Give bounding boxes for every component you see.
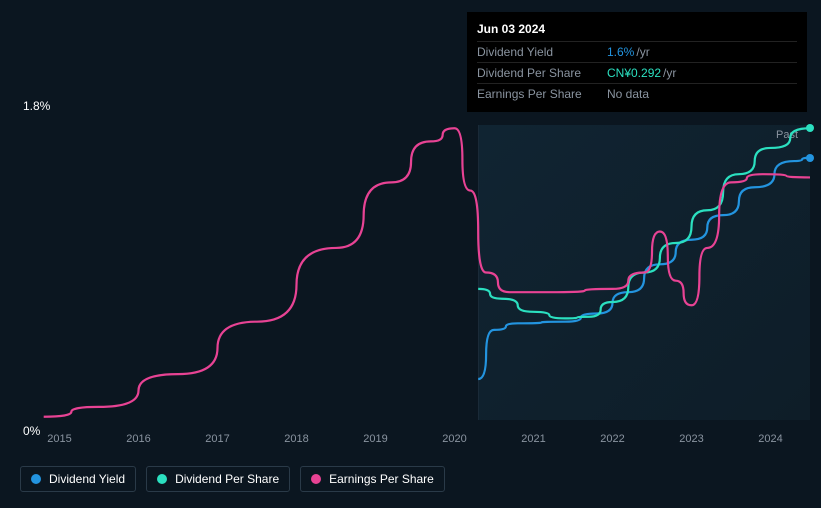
plot-area[interactable]: Past: [20, 125, 810, 420]
legend-swatch: [31, 474, 41, 484]
legend-item[interactable]: Earnings Per Share: [300, 466, 445, 492]
series-lines: [20, 125, 810, 420]
legend-swatch: [311, 474, 321, 484]
chart-tooltip: Jun 03 2024 Dividend Yield1.6%/yrDividen…: [467, 12, 807, 112]
x-axis: 2015 2016 2017 2018 2019 2020 2021 2022 2023 2024: [20, 433, 810, 449]
legend-label: Dividend Per Share: [175, 472, 279, 486]
tooltip-row-unit: /yr: [663, 64, 676, 82]
tooltip-row: Earnings Per ShareNo data: [477, 83, 797, 104]
tooltip-row-value: CN¥0.292: [607, 64, 661, 82]
series-line: [44, 128, 810, 416]
legend-item[interactable]: Dividend Per Share: [146, 466, 290, 492]
tooltip-date: Jun 03 2024: [477, 20, 797, 38]
legend-label: Dividend Yield: [49, 472, 125, 486]
tooltip-row-value: No data: [607, 85, 649, 103]
dividend-chart: 1.8% Past 0%: [20, 105, 810, 430]
x-axis-tick: 2019: [363, 433, 387, 445]
x-axis-tick: 2020: [442, 433, 466, 445]
tooltip-row-value: 1.6%: [607, 43, 634, 61]
y-axis-max-label: 1.8%: [23, 99, 50, 113]
series-end-marker: [806, 124, 814, 132]
x-axis-tick: 2022: [600, 433, 624, 445]
series-line: [478, 128, 810, 318]
x-axis-tick: 2023: [679, 433, 703, 445]
x-axis-tick: 2018: [284, 433, 308, 445]
x-axis-tick: 2017: [205, 433, 229, 445]
tooltip-row-label: Dividend Per Share: [477, 64, 607, 82]
tooltip-row-label: Earnings Per Share: [477, 85, 607, 103]
chart-legend: Dividend Yield Dividend Per Share Earnings…: [20, 466, 445, 492]
series-line: [478, 158, 810, 379]
legend-swatch: [157, 474, 167, 484]
legend-item[interactable]: Dividend Yield: [20, 466, 136, 492]
x-axis-tick: 2024: [758, 433, 782, 445]
tooltip-row-unit: /yr: [636, 43, 649, 61]
tooltip-row-label: Dividend Yield: [477, 43, 607, 61]
tooltip-row: Dividend Yield1.6%/yr: [477, 41, 797, 62]
x-axis-tick: 2021: [521, 433, 545, 445]
tooltip-row: Dividend Per ShareCN¥0.292/yr: [477, 62, 797, 83]
x-axis-tick: 2015: [47, 433, 71, 445]
legend-label: Earnings Per Share: [329, 472, 434, 486]
x-axis-tick: 2016: [126, 433, 150, 445]
series-end-marker: [806, 154, 814, 162]
